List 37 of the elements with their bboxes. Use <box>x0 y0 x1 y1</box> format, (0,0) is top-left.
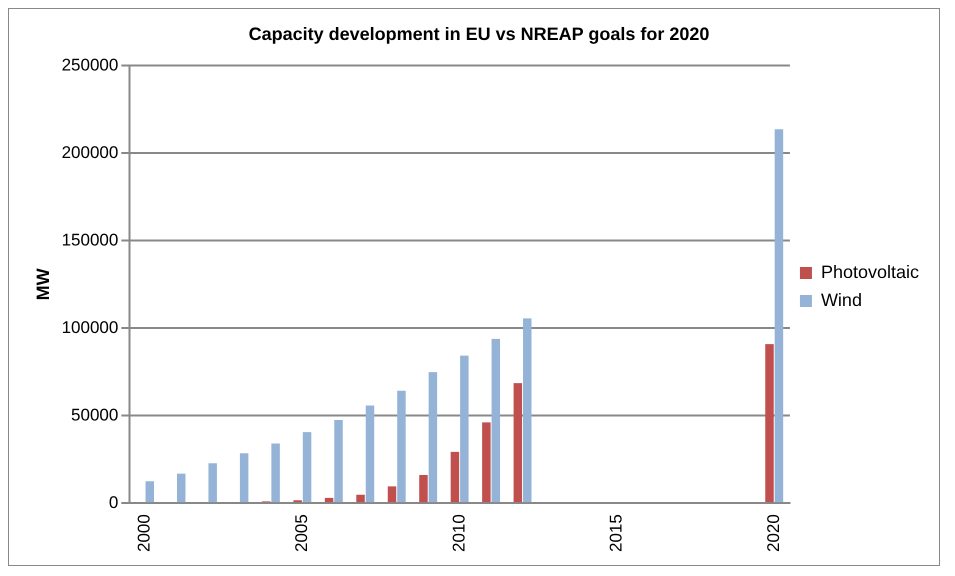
bar <box>460 356 469 502</box>
bar <box>765 344 774 502</box>
bar <box>774 129 784 502</box>
bar <box>240 453 248 502</box>
bar <box>302 432 312 502</box>
bar <box>334 420 343 502</box>
bar <box>428 372 438 502</box>
bar <box>397 390 406 502</box>
y-tick-label: 0 <box>108 492 118 512</box>
bar <box>388 486 396 502</box>
bar <box>146 481 154 502</box>
legend-label: Photovoltaic <box>820 262 920 282</box>
bar <box>450 452 460 502</box>
bar <box>356 494 365 502</box>
x-tick-label: 2020 <box>764 514 783 552</box>
x-tick-label: 2005 <box>292 514 312 552</box>
y-tick-label: 100000 <box>62 318 118 337</box>
bar <box>176 474 186 502</box>
y-tick-label: 50000 <box>71 405 118 424</box>
bar <box>271 443 280 502</box>
bar <box>208 463 217 502</box>
bar <box>523 318 532 502</box>
x-tick-label: 2010 <box>449 514 468 552</box>
x-tick-label: 2000 <box>134 514 154 552</box>
bar <box>366 406 374 502</box>
bar <box>482 422 491 502</box>
x-tick-label: 2015 <box>606 514 626 552</box>
y-tick-label: 250000 <box>62 55 118 74</box>
y-axis-title: MW <box>32 268 53 300</box>
legend-label: Wind <box>820 290 862 310</box>
chart-title: Capacity development in EU vs NREAP goals for 2020 <box>248 24 710 44</box>
bar <box>419 475 428 502</box>
bar <box>324 498 334 502</box>
y-tick-label: 150000 <box>62 230 118 250</box>
bar <box>514 383 522 502</box>
y-tick-label: 200000 <box>62 142 118 162</box>
bar <box>492 338 500 502</box>
